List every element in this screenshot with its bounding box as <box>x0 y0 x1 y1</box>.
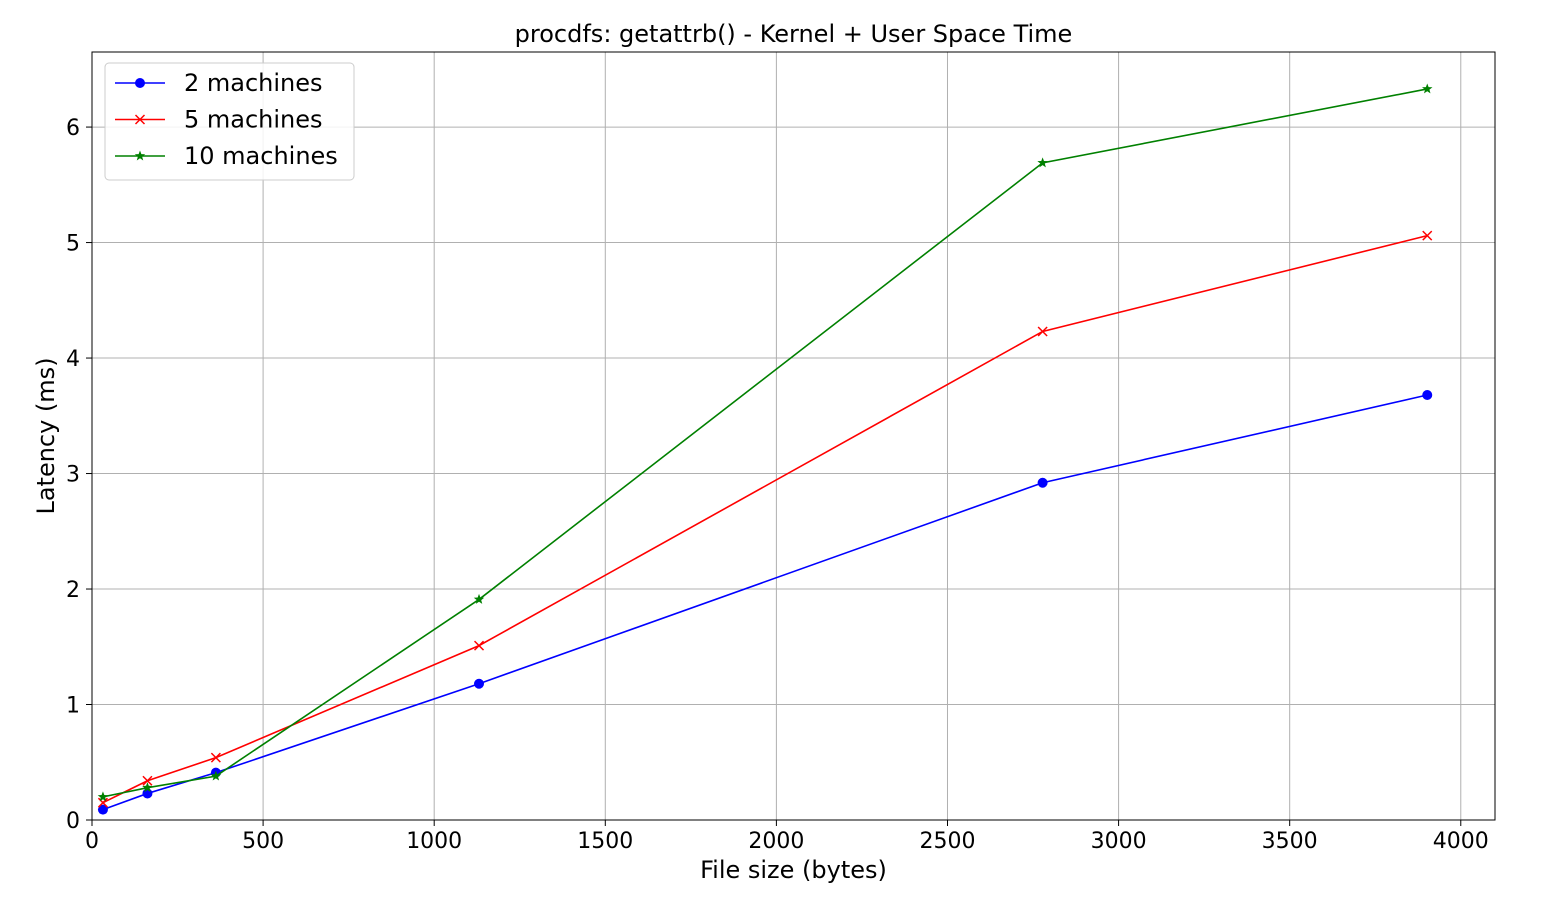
data-point <box>1037 326 1048 337</box>
legend-marker <box>134 150 146 161</box>
legend-label: 10 machines <box>184 142 338 170</box>
x-marker-stroke <box>142 775 153 786</box>
data-point <box>97 797 108 808</box>
x-marker-stroke <box>1422 230 1433 241</box>
data-point <box>142 782 153 793</box>
legend-box <box>104 62 355 181</box>
series-line <box>102 394 1428 811</box>
data-point <box>1422 230 1433 241</box>
data-point <box>473 640 485 651</box>
x-marker-stroke <box>97 797 108 808</box>
x-tick-label: 1000 <box>406 829 462 854</box>
x-tick-label: 500 <box>242 829 284 854</box>
series-line <box>102 88 1428 798</box>
y-axis-label: Latency (ms) <box>32 357 60 514</box>
data-point <box>1422 83 1433 94</box>
x-tick-label: 4000 <box>1433 829 1489 854</box>
x-marker-stroke <box>473 640 485 651</box>
y-tick-label: 6 <box>66 116 80 141</box>
x-tick-label: 3000 <box>1091 829 1147 854</box>
x-marker-stroke <box>210 752 221 763</box>
series-line <box>102 234 1428 804</box>
data-point <box>1422 390 1433 401</box>
y-tick-label: 4 <box>66 347 80 372</box>
legend: 2 machines 5 machines 10 machines <box>104 62 355 181</box>
data-point <box>474 678 485 689</box>
legend-marker <box>135 78 145 88</box>
plot-series <box>97 83 1433 815</box>
legend-label: 2 machines <box>184 69 323 97</box>
data-point <box>210 770 222 781</box>
data-point <box>210 752 221 763</box>
y-tick-label: 3 <box>66 463 80 488</box>
data-point <box>142 775 153 786</box>
y-tick-label: 2 <box>66 578 80 603</box>
x-tick-label: 1500 <box>577 829 633 854</box>
x-tick-label: 3500 <box>1262 829 1318 854</box>
y-tick-label: 0 <box>66 809 80 834</box>
chart-title: procdfs: getattrb() - Kernel + User Spac… <box>515 20 1073 48</box>
x-marker-stroke <box>1037 326 1048 337</box>
x-tick-label: 0 <box>85 829 99 854</box>
legend-marker <box>134 114 146 125</box>
x-tick-label: 2000 <box>748 829 804 854</box>
data-point <box>1037 477 1048 488</box>
legend-label: 5 machines <box>184 106 323 134</box>
y-tick-label: 1 <box>66 694 80 719</box>
y-tick-label: 5 <box>66 232 80 257</box>
axes-frame <box>91 51 1496 821</box>
data-point <box>97 804 108 815</box>
series-2-machines <box>97 390 1433 815</box>
x-axis-label: File size (bytes) <box>700 856 887 884</box>
data-point <box>1037 157 1048 168</box>
series-5-machines <box>97 230 1433 808</box>
axis-ticks: 0 500 1000 1500 2000 2500 3000 3500 4000 0 1 2 3 4 5 6 <box>66 116 1489 854</box>
series-10-machines <box>97 83 1433 802</box>
x-tick-label: 2500 <box>919 829 975 854</box>
x-marker-stroke <box>134 114 146 125</box>
data-point <box>97 791 109 802</box>
data-point <box>473 593 485 604</box>
